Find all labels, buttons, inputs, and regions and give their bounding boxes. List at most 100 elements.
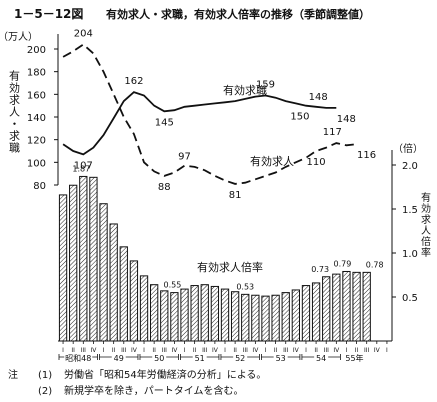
x-axis-year-label: 49: [114, 354, 124, 363]
series-label: 有効求職: [223, 83, 267, 97]
x-axis-year-label: 51: [195, 354, 205, 363]
bar-ratio-28: [332, 273, 341, 342]
value-label: 81: [229, 190, 242, 201]
value-label: 116: [357, 150, 376, 161]
bar-ratio-25: [301, 285, 311, 342]
left-axis-title: 有効求人・求職: [8, 69, 21, 154]
x-axis-quarter-label: II: [71, 347, 75, 354]
series-label: 有効求人: [250, 154, 294, 168]
left-axis-tick-label: 120: [27, 136, 46, 147]
left-axis-tick-label: 160: [27, 90, 46, 101]
x-axis-quarter-label: I: [224, 347, 226, 354]
value-label: 150: [290, 112, 309, 123]
bar-ratio-13: [180, 288, 189, 342]
x-axis-quarter-label: I: [62, 347, 64, 354]
bar-ratio-23: [281, 292, 290, 342]
bar-ratio-14: [190, 285, 199, 342]
bar-ratio-9: [139, 275, 149, 342]
series-label: 有効求人倍率: [197, 260, 263, 274]
right-axis-tick-label: 0.5: [402, 293, 418, 304]
bar-ratio-17: [220, 288, 230, 342]
value-label: 0.53: [236, 282, 254, 291]
figure-label: 1－5－12図: [14, 7, 83, 21]
line-job-seekers: [62, 91, 337, 156]
x-axis-quarter-label: II: [355, 347, 359, 354]
chart: 1－5－12図 有効求人・求職，有効求人倍率の推移（季節調整値） 80 100 120 1…: [0, 7, 431, 363]
x-axis-quarter-label: III: [243, 347, 249, 354]
x-axis-year-label: 54: [316, 354, 326, 363]
x-axis-quarter-label: I: [143, 347, 145, 354]
x-axis-quarter-label: I: [386, 347, 388, 354]
x-axis-quarter-label: III: [121, 347, 127, 354]
year-label-bg: [314, 353, 329, 362]
bar-ratio-24: [291, 289, 300, 342]
x-axis-quarter-label: I: [103, 347, 105, 354]
bar-ratio-12: [170, 292, 179, 342]
value-label: 0.55: [163, 281, 181, 290]
x-axis-quarter-label: III: [364, 347, 370, 354]
x-axis-year-label: 53: [276, 354, 286, 363]
left-axis-tick-label: 80: [33, 181, 46, 192]
line-job-openings: [62, 43, 357, 185]
x-axis-quarter-label: III: [283, 347, 289, 354]
x-axis-quarter-label: III: [81, 347, 87, 354]
bar-ratio-11: [160, 290, 169, 342]
x-axis-year-label: 52: [235, 354, 245, 363]
year-label-bg: [64, 353, 93, 362]
value-label: 88: [158, 182, 171, 193]
right-axis-tick-label: 2.0: [402, 161, 418, 172]
value-label: 204: [74, 28, 93, 39]
bar-ratio-16: [210, 285, 220, 342]
bar-ratio-7: [119, 246, 128, 342]
x-axis-quarter-label: III: [162, 347, 168, 354]
value-label: 0.79: [334, 259, 352, 268]
bar-ratio-4: [89, 176, 98, 342]
value-label: 1.87: [72, 164, 90, 173]
left-axis-tick-label: 180: [27, 68, 46, 79]
bar-ratio-20: [251, 294, 260, 342]
bar-ratio-18: [230, 291, 240, 342]
year-label-bg: [111, 353, 126, 362]
bar-ratio-2: [69, 184, 78, 342]
x-axis-quarter-label: IV: [90, 347, 97, 354]
x-axis-quarter-label: II: [274, 347, 278, 354]
value-label: 117: [323, 127, 342, 138]
x-axis-quarter-label: IV: [252, 347, 259, 354]
x-axis-quarter-label: II: [193, 347, 197, 354]
bar-ratio-10: [150, 284, 159, 342]
bar-ratio-15: [200, 284, 209, 342]
bar-ratio-1: [58, 194, 68, 342]
value-label: 0.78: [366, 260, 384, 269]
year-label-bg: [192, 353, 207, 362]
x-axis-quarter-label: I: [184, 347, 186, 354]
bar-ratio-27: [322, 276, 331, 342]
bar-ratio-31: [362, 271, 371, 342]
value-label: 145: [155, 117, 174, 128]
bar-ratio-6: [109, 223, 118, 342]
value-label: 110: [307, 157, 326, 168]
year-label-bg: [152, 353, 167, 362]
bar-ratio-30: [352, 271, 361, 342]
x-axis-year-label: 50: [154, 354, 164, 363]
chart-title: 有効求人・求職，有効求人倍率の推移（季節調整値）: [106, 7, 370, 21]
x-axis-quarter-label: IV: [333, 347, 340, 354]
note-2-number: (2): [38, 386, 53, 397]
bar-ratio-22: [271, 294, 280, 342]
left-axis-tick-label: 100: [27, 158, 46, 169]
value-label: 159: [256, 79, 275, 90]
x-axis-quarter-label: II: [112, 347, 116, 354]
right-axis-tick-label: 1.0: [402, 249, 418, 260]
value-label: 107: [74, 160, 93, 171]
year-label-bg: [233, 353, 248, 362]
x-axis-quarter-label: IV: [171, 347, 178, 354]
x-axis-quarter-label: IV: [374, 347, 381, 354]
x-axis-year-label: 55年: [345, 353, 363, 363]
x-axis-quarter-label: II: [233, 347, 237, 354]
value-label: 162: [124, 76, 143, 87]
note-1-number: (1): [38, 370, 53, 381]
note-1-text: 労働省「昭和54年労働経済の分析」による。: [64, 370, 267, 381]
left-axis-tick-label: 140: [27, 113, 46, 124]
x-axis-quarter-label: I: [346, 347, 348, 354]
value-label: 148: [309, 92, 328, 103]
